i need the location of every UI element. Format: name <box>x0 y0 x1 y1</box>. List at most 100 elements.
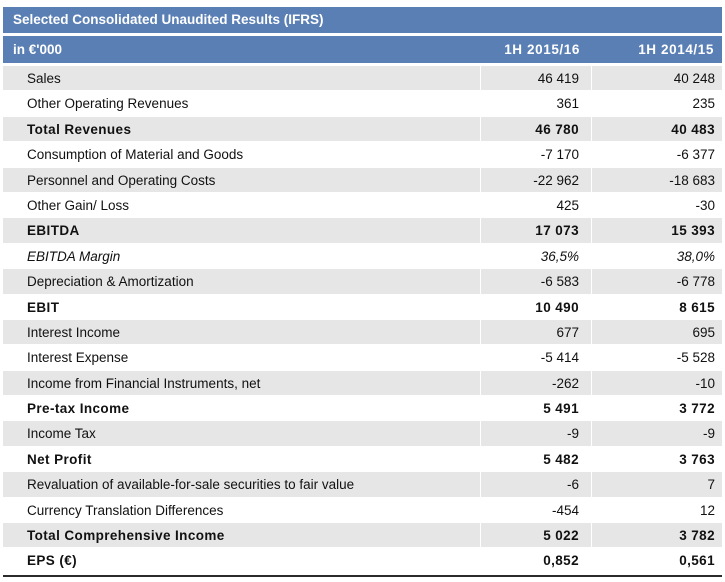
row-label: Interest Expense <box>27 350 129 366</box>
row-label: EBITDA <box>27 223 80 239</box>
value-1h-2014-15: -6 377 <box>676 147 715 163</box>
value-1h-2015-16: 5 491 <box>543 401 579 417</box>
value-1h-2015-16: -22 962 <box>533 172 579 188</box>
column-divider <box>591 370 592 396</box>
column-divider <box>480 446 481 472</box>
table-row: Other Gain/ Loss 425 -30 <box>3 192 722 219</box>
column-divider <box>480 548 481 573</box>
table-row: EBITDA 17 073 15 393 <box>3 218 722 244</box>
value-1h-2014-15: -9 <box>702 426 715 442</box>
row-label: EBITDA Margin <box>27 248 121 264</box>
column-divider <box>480 116 481 142</box>
table-row: Total Comprehensive Income 5 022 3 782 <box>3 523 722 549</box>
column-divider <box>480 91 481 116</box>
table-bottom-rule <box>3 575 722 577</box>
row-label: Depreciation & Amortization <box>27 274 194 290</box>
column-divider <box>591 345 592 370</box>
row-label: Other Gain/ Loss <box>27 197 130 213</box>
value-1h-2014-15: -18 683 <box>669 172 715 188</box>
value-1h-2014-15: 3 772 <box>679 401 715 417</box>
column-divider <box>591 66 592 91</box>
table-body: Sales 46 419 40 248 Other Operating Revenue… <box>3 66 722 574</box>
table-row: Income Tax -9 -9 <box>3 421 722 447</box>
table-row: EBIT 10 490 8 615 <box>3 294 722 320</box>
column-divider <box>591 396 592 421</box>
value-1h-2014-15: 7 <box>707 477 715 493</box>
value-1h-2015-16: 10 490 <box>535 299 579 315</box>
column-divider <box>591 548 592 573</box>
column-divider <box>480 218 481 243</box>
table-row: Revaluation of available-for-sale securi… <box>3 472 722 498</box>
value-1h-2014-15: 12 <box>699 502 715 518</box>
value-1h-2014-15: 40 483 <box>671 121 715 137</box>
table-row: EBITDA Margin 36,5% 38,0% <box>3 243 722 270</box>
column-divider <box>591 523 592 548</box>
column-divider <box>591 116 592 142</box>
value-1h-2014-15: 15 393 <box>671 223 715 239</box>
table-row: EPS (€) 0,852 0,561 <box>3 548 722 574</box>
value-1h-2014-15: -5 528 <box>676 350 715 366</box>
table-row: Net Profit 5 482 3 763 <box>3 446 722 473</box>
column-divider <box>480 497 481 523</box>
column-divider <box>480 345 481 370</box>
column-divider <box>480 192 481 218</box>
value-1h-2014-15: 8 615 <box>679 299 715 315</box>
value-1h-2014-15: -6 778 <box>676 274 715 290</box>
value-1h-2015-16: -6 <box>566 477 579 493</box>
value-1h-2015-16: -6 583 <box>540 274 579 290</box>
row-label: Personnel and Operating Costs <box>27 172 216 188</box>
value-1h-2015-16: -9 <box>566 426 579 442</box>
table-row: Pre-tax Income 5 491 3 772 <box>3 396 722 422</box>
row-label: EPS (€) <box>27 553 78 569</box>
column-divider <box>591 167 592 192</box>
header-column-1h-2015-16: 1H 2015/16 <box>504 42 580 57</box>
column-divider <box>591 294 592 319</box>
row-label: Interest Income <box>27 324 121 340</box>
table-row: Income from Financial Instruments, net -2… <box>3 370 722 397</box>
value-1h-2014-15: 235 <box>692 96 715 112</box>
row-label: Revaluation of available-for-sale securi… <box>27 477 355 493</box>
value-1h-2015-16: -5 414 <box>540 350 579 366</box>
row-label: Currency Translation Differences <box>27 502 224 518</box>
table-row: Interest Expense -5 414 -5 528 <box>3 345 722 371</box>
row-label: Total Revenues <box>27 121 132 137</box>
value-1h-2015-16: 46 780 <box>535 121 579 137</box>
table-row: Currency Translation Differences -454 12 <box>3 497 722 524</box>
value-1h-2014-15: 3 763 <box>679 451 715 467</box>
header-unit-label: in €'000 <box>13 42 62 57</box>
column-divider <box>480 396 481 421</box>
column-divider <box>480 167 481 192</box>
value-1h-2015-16: 17 073 <box>535 223 579 239</box>
row-label: Income from Financial Instruments, net <box>27 375 261 391</box>
table-row: Sales 46 419 40 248 <box>3 66 722 92</box>
row-label: Consumption of Material and Goods <box>27 147 244 163</box>
table-row: Consumption of Material and Goods -7 170 -… <box>3 142 722 168</box>
column-divider <box>591 446 592 472</box>
row-label: Other Operating Revenues <box>27 96 189 112</box>
value-1h-2015-16: 0,852 <box>543 553 579 569</box>
column-divider <box>591 142 592 167</box>
column-divider <box>480 142 481 167</box>
value-1h-2014-15: 0,561 <box>679 553 715 569</box>
value-1h-2015-16: 361 <box>556 96 579 112</box>
row-label: Net Profit <box>27 451 92 467</box>
value-1h-2014-15: -30 <box>695 197 715 213</box>
table-row: Depreciation & Amortization -6 583 -6 778 <box>3 269 722 295</box>
value-1h-2015-16: -454 <box>551 502 579 518</box>
row-label: Income Tax <box>27 426 96 442</box>
column-divider <box>591 91 592 116</box>
column-divider <box>480 269 481 294</box>
value-1h-2014-15: 38,0% <box>676 248 715 264</box>
header-column-1h-2014-15: 1H 2014/15 <box>638 42 714 57</box>
column-divider <box>591 192 592 218</box>
column-divider <box>591 497 592 523</box>
column-divider <box>480 421 481 446</box>
column-divider <box>480 472 481 497</box>
row-label: Pre-tax Income <box>27 401 130 417</box>
column-divider <box>591 472 592 497</box>
column-divider <box>591 243 592 269</box>
row-label: Total Comprehensive Income <box>27 528 225 544</box>
row-label: EBIT <box>27 299 60 315</box>
column-divider <box>480 66 481 91</box>
